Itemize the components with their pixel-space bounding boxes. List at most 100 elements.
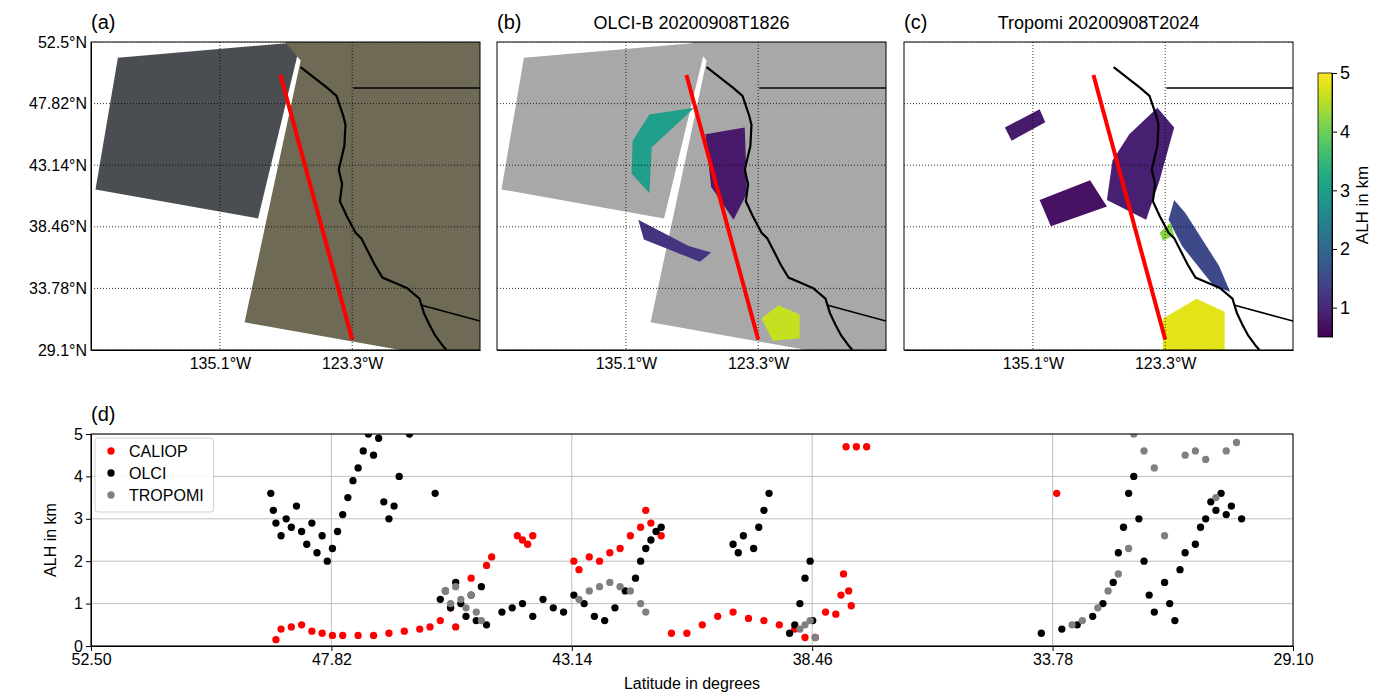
tick: 4 [1332, 122, 1350, 142]
point [1038, 630, 1045, 637]
frame [91, 434, 1293, 646]
point [1181, 452, 1188, 459]
tick-mark [1332, 249, 1337, 250]
tick: 123.3°W [322, 350, 384, 372]
point [442, 587, 449, 594]
point [288, 623, 295, 630]
tick-label: 3 [74, 510, 83, 527]
point [488, 553, 495, 560]
point [467, 591, 474, 598]
tick-label: 135.1°W [190, 355, 252, 372]
point [1161, 579, 1168, 586]
point [586, 553, 593, 560]
point [360, 447, 367, 454]
colorbar-label: ALH in km [1353, 166, 1372, 244]
point [370, 632, 377, 639]
point [647, 536, 654, 543]
point [272, 519, 279, 526]
border [1166, 87, 1293, 89]
point [406, 434, 413, 438]
tick-mark [1332, 73, 1337, 74]
point [524, 541, 531, 548]
point [647, 519, 654, 526]
x-axis: 135.1°W123.3°W [498, 350, 887, 372]
tick-label: 1 [74, 595, 83, 612]
point [729, 541, 736, 548]
point [837, 591, 844, 598]
point [288, 524, 295, 531]
coastline [301, 67, 447, 350]
legend-marker [107, 447, 114, 454]
point [1094, 604, 1101, 611]
point [1151, 464, 1158, 471]
point [683, 630, 690, 637]
legend-box [95, 438, 214, 512]
grid-line [812, 434, 813, 646]
tick: 135.1°W [1003, 350, 1065, 372]
tick-label: 135.1°W [1003, 355, 1065, 372]
tick-mark [1332, 132, 1337, 133]
tick-label: 29.1°N [38, 342, 87, 359]
panel-letter: (a) [91, 11, 115, 33]
grid-line [1052, 434, 1053, 646]
colorbar-axis: 12345 [1332, 63, 1350, 337]
tick-label: 38.46 [793, 651, 833, 668]
grid-line [1032, 42, 1033, 350]
map-background [904, 42, 1293, 350]
point [575, 566, 582, 573]
point [1197, 524, 1204, 531]
point [1140, 447, 1147, 454]
point [735, 549, 742, 556]
legend-label: TROPOMI [129, 487, 204, 504]
tick-label: 123.3°W [728, 355, 790, 372]
point [339, 632, 346, 639]
legend-marker [107, 491, 114, 498]
tick-mark [1053, 646, 1054, 651]
swath [501, 42, 706, 218]
point [324, 558, 331, 565]
point [1238, 515, 1245, 522]
point [283, 515, 290, 522]
tick: 52.5°N [38, 34, 91, 51]
point [606, 549, 613, 556]
x-axis: 135.1°W123.3°W [905, 350, 1294, 372]
point [519, 600, 526, 607]
point [390, 502, 397, 509]
border [828, 305, 886, 321]
point [1120, 524, 1127, 531]
caliop-track [686, 75, 758, 340]
point [801, 634, 808, 641]
tick-label: 33.78 [1033, 651, 1073, 668]
point [1146, 591, 1153, 598]
tick-label: 1 [1340, 298, 1350, 318]
tick: 33.78°N [29, 280, 91, 297]
tick: 1 [74, 595, 91, 612]
tick: 38.46°N [29, 218, 91, 235]
tick-mark [812, 646, 813, 651]
point [483, 562, 490, 569]
point [452, 623, 459, 630]
point [714, 613, 721, 620]
point [1202, 515, 1209, 522]
point [380, 498, 387, 505]
series-points [442, 434, 1240, 641]
point [318, 532, 325, 539]
point [1115, 570, 1122, 577]
tick-mark [86, 434, 91, 435]
point [812, 634, 819, 641]
tick: 47.82°N [29, 95, 91, 112]
tick-label: 43.14 [552, 651, 592, 668]
point [344, 494, 351, 501]
tick-label: 38.46°N [29, 218, 87, 235]
grid-line [904, 288, 1293, 289]
x-axis: 52.5047.8243.1438.4633.7829.10 [71, 646, 1313, 668]
point [1140, 558, 1147, 565]
tick-mark [1332, 190, 1337, 191]
tick-label: 5 [74, 426, 83, 443]
legend: CALIOPOLCITROPOMI [95, 438, 214, 512]
swath [95, 42, 300, 218]
axis-line [1332, 74, 1333, 338]
point [801, 575, 808, 582]
point [1176, 566, 1183, 573]
map-panel: 135.1°W123.3°W [904, 42, 1294, 372]
